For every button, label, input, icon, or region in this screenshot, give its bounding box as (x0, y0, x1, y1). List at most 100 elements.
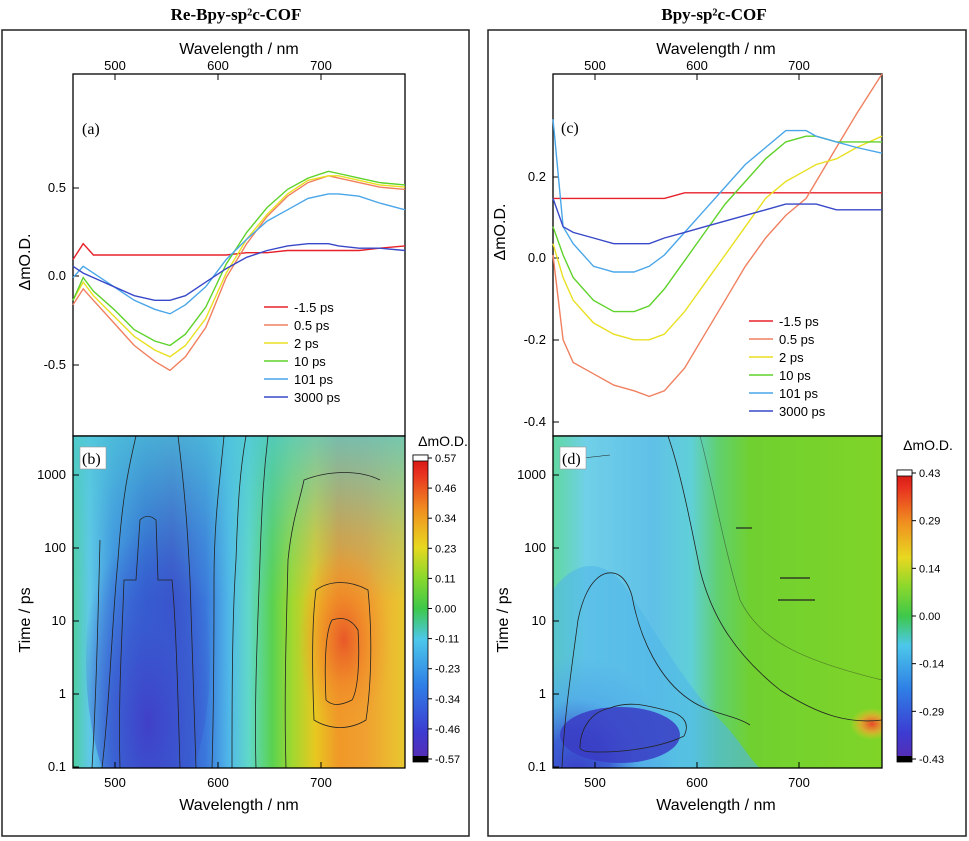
right-title: Bpy-sp²c-COF (661, 5, 766, 24)
colorbar-b-tick-label-2: 0.34 (435, 513, 456, 525)
panel-b-y-tick-1: 1 (59, 686, 66, 701)
colorbar-b (412, 454, 429, 763)
left-panel-frame (1, 29, 470, 837)
panel-c-x-tick-700: 700 (788, 58, 810, 73)
colorbar-b-min-cap (413, 756, 428, 762)
colorbar-d-tick-label-2: 0.14 (919, 563, 940, 575)
panel-d-y-tick-100: 100 (524, 540, 546, 555)
colorbar-b-ticks: 0.57 0.46 0.34 0.23 0.11 0.00 -0.11 -0.23 -0.34 -… (428, 453, 460, 766)
panel-a-x-tick-500: 500 (104, 58, 126, 73)
panel-c-line-5 (552, 198, 882, 245)
panel-c-legend-label-3: 10 ps (779, 368, 811, 383)
panel-a-y-tick-0.5: 0.5 (48, 180, 66, 195)
panel-c-y-tick-neg0.4: -0.4 (524, 414, 546, 429)
panel-a-line-5 (72, 242, 406, 301)
panel-a-line-2 (72, 175, 406, 358)
panel-b-plot-area (72, 435, 406, 769)
colorbar-b-tick-label-5: 0.00 (435, 604, 456, 616)
colorbar-b-tick-label-6: -0.11 (435, 634, 459, 646)
panel-c-y-tick-0.0: 0.0 (528, 250, 546, 265)
colorbar-b-max-cap (412, 454, 429, 462)
colorbar-d-tick-label-5: -0.29 (919, 706, 944, 718)
panel-a-line-3 (72, 170, 406, 347)
panel-c-x-tick-600: 600 (686, 58, 708, 73)
colorbar-b-tick-label-0: 0.57 (435, 453, 456, 465)
panel-a-label: (a) (82, 121, 100, 138)
panel-a-y-tick-0.0: 0.0 (48, 268, 66, 283)
panel-a-legend-label-5: 3000 ps (294, 390, 341, 405)
panel-b-y-label: Time / ps (17, 587, 34, 652)
panel-a-legend-label-3: 10 ps (294, 354, 326, 369)
colorbar-d-min-cap (897, 756, 912, 762)
colorbar-d-ticks: 0.43 0.29 0.14 0.00 -0.14 -0.29 -0.43 (912, 468, 944, 766)
panel-c-line-0 (553, 192, 882, 200)
panel-a-legend-label-2: 2 ps (294, 336, 319, 351)
panel-a-top-x-label: Wavelength / nm (179, 41, 298, 58)
panel-c-top-x-label: Wavelength / nm (656, 41, 775, 58)
panel-c-legend-label-2: 2 ps (779, 350, 804, 365)
panel-d-x-tick-700: 700 (788, 775, 810, 790)
panel-c-legend-label-1: 0.5 ps (779, 332, 815, 347)
panel-c-line-4 (552, 119, 883, 273)
colorbar-b-tick-label-9: -0.46 (435, 724, 460, 736)
panel-d-y-tick-0.1: 0.1 (528, 759, 546, 774)
colorbar-d-tick-label-0: 0.43 (919, 468, 940, 480)
colorbar-b-tick-label-3: 0.23 (435, 543, 456, 555)
panel-c-x-tick-500: 500 (584, 58, 606, 73)
panel-d-y-label: Time / ps (495, 587, 512, 652)
panel-d-label-box (559, 446, 587, 470)
panel-a-legend-label-4: 101 ps (294, 372, 334, 387)
colorbar-b-tick-label-7: -0.23 (435, 664, 460, 676)
panel-b-y-tick-0.1: 0.1 (48, 759, 66, 774)
panel-a-x-tick-600: 600 (207, 58, 229, 73)
panel-a-line-1 (72, 175, 406, 372)
panel-b-y-tick-10: 10 (52, 613, 66, 628)
panel-b-y-tick-1000: 1000 (37, 467, 66, 482)
colorbar-d-tick-label-4: -0.14 (919, 659, 944, 671)
panel-b-heatmap (73, 436, 405, 768)
panel-c-lines (552, 73, 883, 398)
panel-c-y-tick-neg0.2: -0.2 (524, 332, 546, 347)
colorbar-b-tick-label-1: 0.46 (435, 483, 456, 495)
colorbar-b-tick-label-10: -0.57 (435, 754, 460, 766)
colorbar-d-title: ΔmO.D. (903, 437, 953, 453)
panel-a-lines (72, 170, 406, 372)
panel-b-x-tick-700: 700 (310, 775, 332, 790)
panel-b-y-ticks (73, 474, 79, 768)
panel-d-plot-area (552, 435, 883, 769)
colorbar-d-tick-label-6: -0.43 (919, 754, 944, 766)
panel-c-legend: -1.5 ps 0.5 ps 2 ps 10 ps 101 ps 3000 ps (749, 314, 826, 419)
left-title: Re-Bpy-sp²c-COF (171, 5, 302, 24)
panel-a-line-0 (72, 242, 406, 260)
panel-c-y-label: ΔmO.D. (492, 204, 509, 261)
right-panel-frame (487, 29, 967, 837)
panel-a-legend: -1.5 ps 0.5 ps 2 ps 10 ps 101 ps 3000 ps (264, 300, 341, 405)
panel-d-x-label: Wavelength / nm (656, 797, 775, 814)
colorbar-d (896, 469, 913, 763)
panel-d-x-tick-500: 500 (584, 775, 606, 790)
panel-c-plot-area (552, 73, 883, 437)
panel-c-top-ticks (594, 74, 800, 80)
panel-d-y-ticks (553, 474, 559, 768)
panel-b-x-tick-500: 500 (104, 775, 126, 790)
panel-c-line-1 (552, 73, 883, 398)
panel-d-x-tick-600: 600 (686, 775, 708, 790)
panel-a-y-tick-neg0.5: -0.5 (44, 357, 66, 372)
panel-b-label-box (79, 446, 107, 470)
colorbar-b-tick-label-4: 0.11 (435, 573, 456, 585)
colorbar-d-tick-label-1: 0.29 (919, 516, 940, 528)
panel-d-x-ticks (594, 762, 800, 768)
panel-c-legend-label-4: 101 ps (779, 386, 819, 401)
panel-a-legend-label-1: 0.5 ps (294, 318, 330, 333)
colorbar-d-tick-label-3: 0.00 (919, 611, 940, 623)
panel-a-y-label: ΔmO.D. (17, 234, 34, 291)
panel-c-label: (c) (561, 120, 579, 137)
colorbar-b-title: ΔmO.D. (418, 433, 468, 449)
panel-b-x-label: Wavelength / nm (179, 797, 298, 814)
panel-c-line-2 (552, 135, 883, 341)
panel-d-heatmap (553, 436, 882, 768)
panel-a-x-tick-700: 700 (310, 58, 332, 73)
panel-b-x-ticks (114, 762, 322, 768)
panel-c-legend-label-0: -1.5 ps (779, 314, 819, 329)
